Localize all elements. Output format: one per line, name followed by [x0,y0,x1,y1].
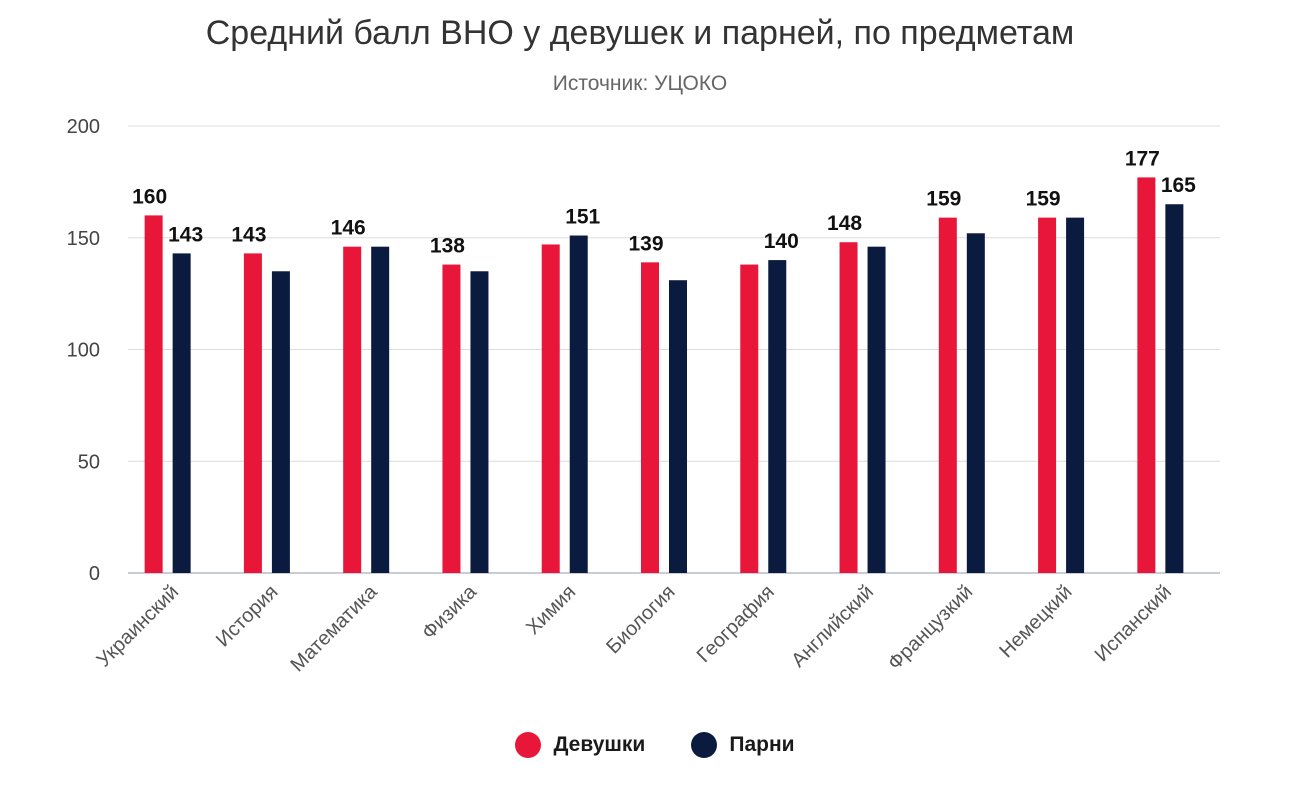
x-tick-label: Немецкий [995,581,1076,662]
legend-label-girls: Девушки [553,733,646,756]
legend-label-boys: Парни [729,733,795,756]
legend: Девушки Парни [0,732,1310,758]
data-label: 140 [764,230,799,253]
x-tick-label: Химия [522,581,580,639]
y-tick-label: 150 [67,228,100,250]
bar-boys [371,246,390,573]
data-label: 177 [1125,147,1160,170]
y-tick-label: 200 [67,116,100,138]
bar-boys [669,280,687,573]
x-tick-label: Английский [787,581,878,672]
data-label: 151 [565,206,600,229]
data-label: 146 [331,217,366,240]
x-tick-label: География [693,581,779,667]
bar-boys [271,271,290,573]
x-tick-label: Биология [602,581,679,658]
legend-marker-girls [515,732,542,758]
bar-girls [343,246,362,573]
bar-boys [569,235,588,573]
data-label: 159 [926,188,961,211]
chart-subtitle: Источник: УЦОКО [552,72,728,95]
y-tick-label: 50 [78,451,100,473]
bar-girls [740,264,759,573]
bar-boys [1066,217,1085,573]
x-tick-label: Французкий [884,581,977,674]
bar-boys [172,253,191,573]
bar-boys [768,260,787,573]
bar-boys [470,271,489,573]
legend-item-boys[interactable]: Парни [691,732,795,758]
bar-boys [867,246,886,573]
x-tick-label: История [212,581,282,651]
data-label: 138 [430,235,465,258]
x-tick-label: Физика [418,580,482,644]
data-label: 159 [1026,188,1061,211]
data-label: 160 [132,185,167,208]
data-label: 143 [168,223,203,246]
bar-girls [938,217,957,573]
bar-boys [966,233,985,573]
chart-title: Средний балл ВНО у девушек и парней, по … [205,14,1075,52]
data-label: 143 [231,223,266,246]
bar-girls [641,262,659,573]
bar-girls [541,244,560,573]
x-tick-label: Украинский [93,581,184,672]
bar-chart: 050100150200160143Украинский143История14… [67,116,1220,676]
bar-boys [1165,204,1184,573]
y-tick-label: 0 [89,563,100,585]
data-label: 165 [1161,174,1196,197]
bar-girls [1137,177,1156,573]
bar-girls [243,253,262,573]
legend-marker-boys [691,732,718,758]
bar-girls [839,242,858,573]
legend-item-girls[interactable]: Девушки [515,732,645,758]
x-tick-label: Испанский [1091,581,1176,666]
bar-girls [144,215,163,573]
bar-girls [442,264,461,573]
y-tick-label: 100 [67,340,100,362]
x-tick-label: Математика [286,580,382,676]
bar-girls [1038,217,1057,573]
data-label: 139 [628,232,663,255]
data-label: 148 [827,212,862,235]
